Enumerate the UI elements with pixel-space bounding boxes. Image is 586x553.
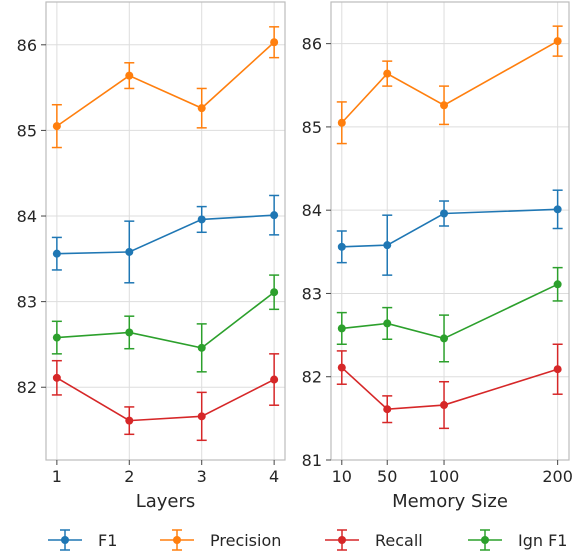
chart-panel-memory-size: 10 50 100 200 81 82 83 84 85 86 Memory Size: [302, 1, 573, 512]
data-point: [440, 334, 449, 343]
data-point: [52, 249, 61, 258]
series-ign-f1: [336, 266, 563, 363]
data-point: [197, 412, 206, 421]
x-tick-label: 50: [377, 467, 397, 486]
x-tick-label: 3: [197, 467, 207, 486]
data-point: [125, 416, 134, 425]
series-ign-f1: [51, 274, 280, 373]
series-precision: [51, 26, 280, 149]
x-tick-label: 2: [124, 467, 134, 486]
data-point: [440, 401, 449, 410]
series-f1: [336, 189, 563, 276]
series-precision: [336, 25, 563, 145]
y-tick-label: 86: [17, 36, 37, 55]
x-tick-label: 10: [332, 467, 352, 486]
legend-label: Recall: [375, 531, 423, 550]
series-line: [56, 214, 275, 255]
x-tick-label: 4: [269, 467, 279, 486]
data-point: [553, 365, 562, 374]
data-point: [52, 373, 61, 382]
series-line: [341, 208, 558, 248]
y-tick-label: 82: [17, 378, 37, 397]
data-point: [553, 37, 562, 46]
y-tick-label: 85: [302, 118, 322, 137]
legend-entry: Precision: [160, 529, 281, 551]
data-point: [52, 122, 61, 131]
plot-frame: [330, 1, 570, 461]
legend-label: F1: [98, 531, 117, 550]
legend: F1 Precision Recall Ign F1: [48, 529, 567, 551]
y-tick-label: 82: [302, 368, 322, 387]
legend-entry: Recall: [325, 529, 423, 551]
data-point: [383, 69, 392, 78]
series-recall: [51, 353, 280, 442]
y-tick-label: 85: [17, 121, 37, 140]
series-line: [56, 377, 275, 422]
y-tick-label: 84: [17, 207, 37, 226]
data-point: [337, 324, 346, 333]
legend-entry: Ign F1: [468, 529, 567, 551]
x-tick-label: 1: [52, 467, 62, 486]
x-axis-label: Layers: [136, 491, 196, 512]
series-line: [56, 291, 275, 349]
data-point: [270, 375, 279, 384]
data-point: [383, 319, 392, 328]
series-recall: [336, 343, 563, 430]
x-tick-label: 200: [542, 467, 573, 486]
y-tick-label: 86: [302, 35, 322, 54]
data-point: [383, 405, 392, 414]
data-point: [383, 241, 392, 250]
legend-label: Precision: [210, 531, 281, 550]
data-point: [125, 71, 134, 80]
data-point: [440, 209, 449, 218]
legend-swatch-marker: [481, 536, 489, 544]
legend-swatch-marker: [61, 536, 69, 544]
series-line: [341, 283, 558, 340]
chart-panel-layers: 1 2 3 4 82 83 84 85 86 Layers: [17, 1, 286, 512]
data-point: [270, 288, 279, 297]
legend-entry: F1: [48, 529, 117, 551]
data-point: [125, 247, 134, 256]
legend-label: Ign F1: [518, 531, 567, 550]
data-point: [337, 242, 346, 251]
plot-frame: [45, 1, 286, 461]
data-point: [440, 101, 449, 110]
data-point: [270, 38, 279, 47]
data-point: [553, 280, 562, 289]
series-f1: [51, 194, 280, 284]
series-line: [341, 366, 558, 411]
data-point: [197, 343, 206, 352]
data-point: [337, 118, 346, 127]
data-point: [125, 328, 134, 337]
y-tick-label: 84: [302, 201, 322, 220]
legend-swatch-marker: [338, 536, 346, 544]
data-point: [553, 205, 562, 214]
y-tick-label: 83: [17, 293, 37, 312]
y-tick-label: 83: [302, 284, 322, 303]
x-axis-label: Memory Size: [392, 491, 508, 512]
x-tick-label: 100: [429, 467, 460, 486]
series-line: [56, 41, 275, 127]
data-point: [270, 211, 279, 220]
data-point: [337, 363, 346, 372]
data-point: [197, 104, 206, 113]
legend-swatch-marker: [173, 536, 181, 544]
y-tick-label: 81: [302, 451, 322, 470]
data-point: [52, 333, 61, 342]
data-point: [197, 215, 206, 224]
series-line: [341, 40, 559, 124]
